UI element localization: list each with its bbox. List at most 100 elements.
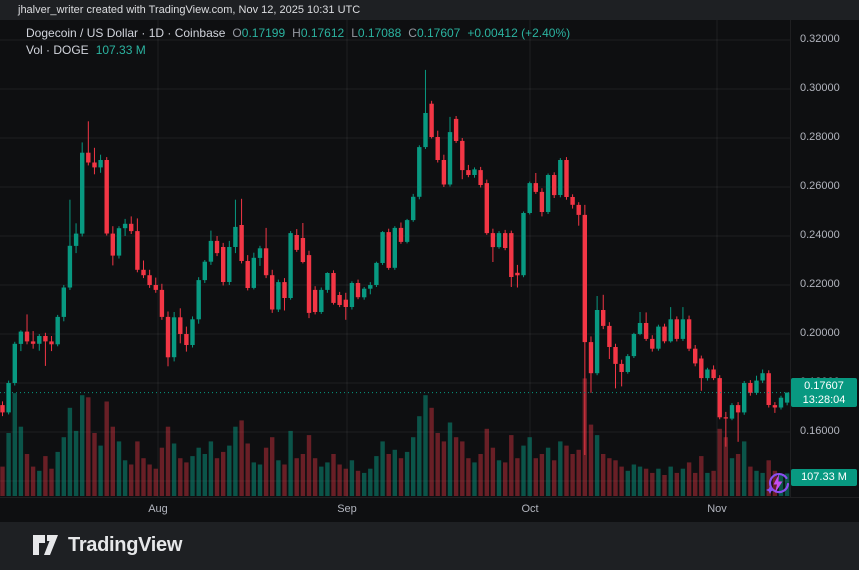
candle-body <box>662 326 667 342</box>
volume-bar <box>245 443 250 496</box>
symbol-legend: Dogecoin / US Dollar · 1D · Coinbase O0.1… <box>26 26 570 57</box>
axis-divider <box>790 20 791 497</box>
volume-bar <box>460 441 465 496</box>
candle-body <box>92 162 97 168</box>
month-tick-label: Aug <box>148 503 168 515</box>
volume-bar <box>558 441 563 496</box>
candle-body <box>153 285 158 290</box>
candle-body <box>386 232 391 268</box>
candle-body <box>680 319 686 339</box>
candle-body <box>349 283 355 307</box>
volume-bar <box>239 420 244 496</box>
candle-body <box>772 405 778 408</box>
price-tick-label: 0.24000 <box>800 229 840 241</box>
volume-bar <box>398 458 404 496</box>
tv-flash-boost-icon[interactable] <box>764 470 792 498</box>
tradingview-logo-icon <box>33 535 58 555</box>
candle-body <box>208 240 214 262</box>
volume-bar <box>686 462 692 496</box>
volume-badge: 107.33 M <box>791 469 857 486</box>
price-axis[interactable]: 0.160000.180000.200000.220000.240000.260… <box>790 20 859 497</box>
volume-bar <box>662 475 667 496</box>
volume-bar <box>331 454 336 496</box>
volume-bar <box>417 416 422 496</box>
candle-body <box>686 319 692 349</box>
volume-bar <box>282 464 287 496</box>
change-value: +0.00412 (+2.40%) <box>467 26 571 40</box>
candle-body <box>466 170 471 175</box>
volume-bar <box>539 454 545 496</box>
volume-bar <box>521 445 526 496</box>
volume-bar <box>693 472 698 496</box>
candle-body <box>178 317 183 334</box>
candle-body <box>245 261 250 288</box>
volume-bar <box>12 393 17 496</box>
candle-body <box>141 269 146 276</box>
candle-body <box>699 358 704 379</box>
volume-bar <box>141 458 146 496</box>
volume-bar <box>484 428 489 496</box>
volume-bar <box>263 447 269 496</box>
legend-symbol-row: Dogecoin / US Dollar · 1D · Coinbase O0.1… <box>26 26 570 40</box>
volume-bar <box>411 437 416 496</box>
volume-bar <box>429 407 434 496</box>
high-key: H <box>292 26 301 40</box>
volume-bar <box>319 466 324 496</box>
candle-body <box>86 152 91 163</box>
candle-body <box>625 356 630 372</box>
candle-body <box>165 316 171 358</box>
candle-body <box>613 347 618 364</box>
candle-body <box>503 233 508 248</box>
candle-body <box>521 213 526 276</box>
volume-bar <box>613 460 618 496</box>
candle-body <box>766 373 771 405</box>
candle-body <box>6 383 11 413</box>
volume-bar <box>92 433 97 496</box>
volume-bar <box>545 447 551 496</box>
candle-body <box>104 160 109 234</box>
candle-body <box>429 103 434 137</box>
price-tick-label: 0.16000 <box>800 425 840 437</box>
volume-bar <box>233 426 238 496</box>
candle-body <box>742 383 747 413</box>
volume-bar <box>110 426 115 496</box>
volume-bar <box>178 458 183 496</box>
volume-value: 107.33 M <box>95 43 146 57</box>
volume-bar <box>472 462 477 496</box>
candle-body <box>404 220 410 242</box>
volume-bar <box>760 472 765 496</box>
candle-body <box>202 261 207 281</box>
volume-bar <box>251 462 256 496</box>
candle-body <box>460 140 465 171</box>
volume-bar <box>86 397 91 496</box>
candle-body <box>564 160 569 197</box>
volume-bar <box>619 466 624 496</box>
volume-bar <box>300 454 306 496</box>
candle-body <box>135 231 140 270</box>
volume-bar <box>337 464 342 496</box>
volume-bar <box>625 470 630 496</box>
volume-bar <box>276 460 281 496</box>
volume-bar <box>778 475 784 496</box>
candle-body <box>362 288 367 298</box>
tradingview-logo[interactable]: TradingView <box>33 533 182 557</box>
volume-bar <box>80 395 85 496</box>
candle-body <box>0 405 5 413</box>
price-tick-label: 0.26000 <box>800 180 840 192</box>
volume-bar <box>527 437 532 496</box>
volume-bar <box>570 454 575 496</box>
pane-divider <box>0 497 859 498</box>
low-value: 0.17088 <box>357 26 402 40</box>
month-tick-label: Nov <box>707 503 727 515</box>
candle-body <box>637 323 643 334</box>
volume-bar <box>306 435 312 496</box>
candle-body <box>343 299 348 307</box>
volume-bar <box>607 458 612 496</box>
candle-body <box>711 369 716 379</box>
candle-body <box>748 383 753 393</box>
time-axis[interactable]: Aug Sep Oct Nov <box>0 498 859 522</box>
candle-body <box>650 338 655 349</box>
candle-body <box>447 132 453 185</box>
candle-body <box>380 232 385 263</box>
